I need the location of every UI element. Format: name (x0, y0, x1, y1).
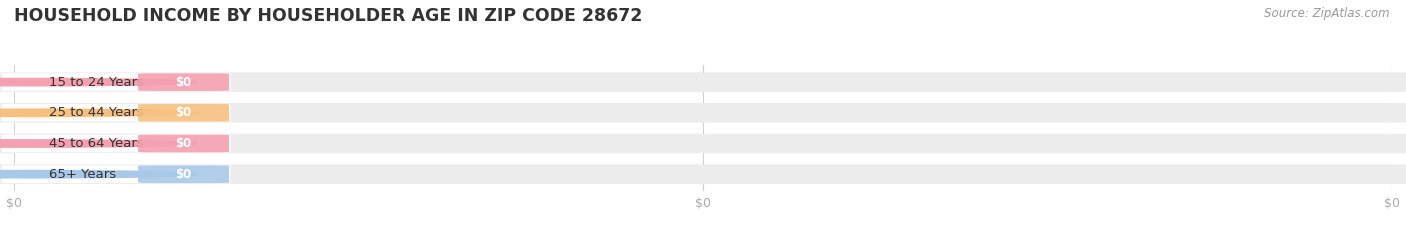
Circle shape (0, 140, 198, 147)
Text: $0: $0 (176, 76, 191, 89)
FancyBboxPatch shape (138, 135, 229, 152)
Text: $0: $0 (176, 106, 191, 119)
Circle shape (0, 79, 198, 86)
Text: $0: $0 (176, 168, 191, 181)
Text: 25 to 44 Years: 25 to 44 Years (48, 106, 143, 119)
Text: HOUSEHOLD INCOME BY HOUSEHOLDER AGE IN ZIP CODE 28672: HOUSEHOLD INCOME BY HOUSEHOLDER AGE IN Z… (14, 7, 643, 25)
Text: 15 to 24 Years: 15 to 24 Years (48, 76, 143, 89)
Text: $0: $0 (176, 137, 191, 150)
FancyBboxPatch shape (138, 73, 229, 91)
FancyBboxPatch shape (0, 72, 1406, 92)
FancyBboxPatch shape (1, 73, 231, 91)
FancyBboxPatch shape (1, 135, 231, 152)
FancyBboxPatch shape (1, 104, 231, 122)
Text: Source: ZipAtlas.com: Source: ZipAtlas.com (1264, 7, 1389, 20)
Text: 65+ Years: 65+ Years (48, 168, 115, 181)
FancyBboxPatch shape (138, 165, 229, 183)
Text: 45 to 64 Years: 45 to 64 Years (48, 137, 143, 150)
FancyBboxPatch shape (0, 134, 1406, 153)
FancyBboxPatch shape (1, 165, 231, 183)
FancyBboxPatch shape (0, 103, 1406, 123)
Circle shape (0, 109, 198, 116)
Circle shape (0, 171, 198, 178)
FancyBboxPatch shape (138, 104, 229, 122)
FancyBboxPatch shape (0, 164, 1406, 184)
